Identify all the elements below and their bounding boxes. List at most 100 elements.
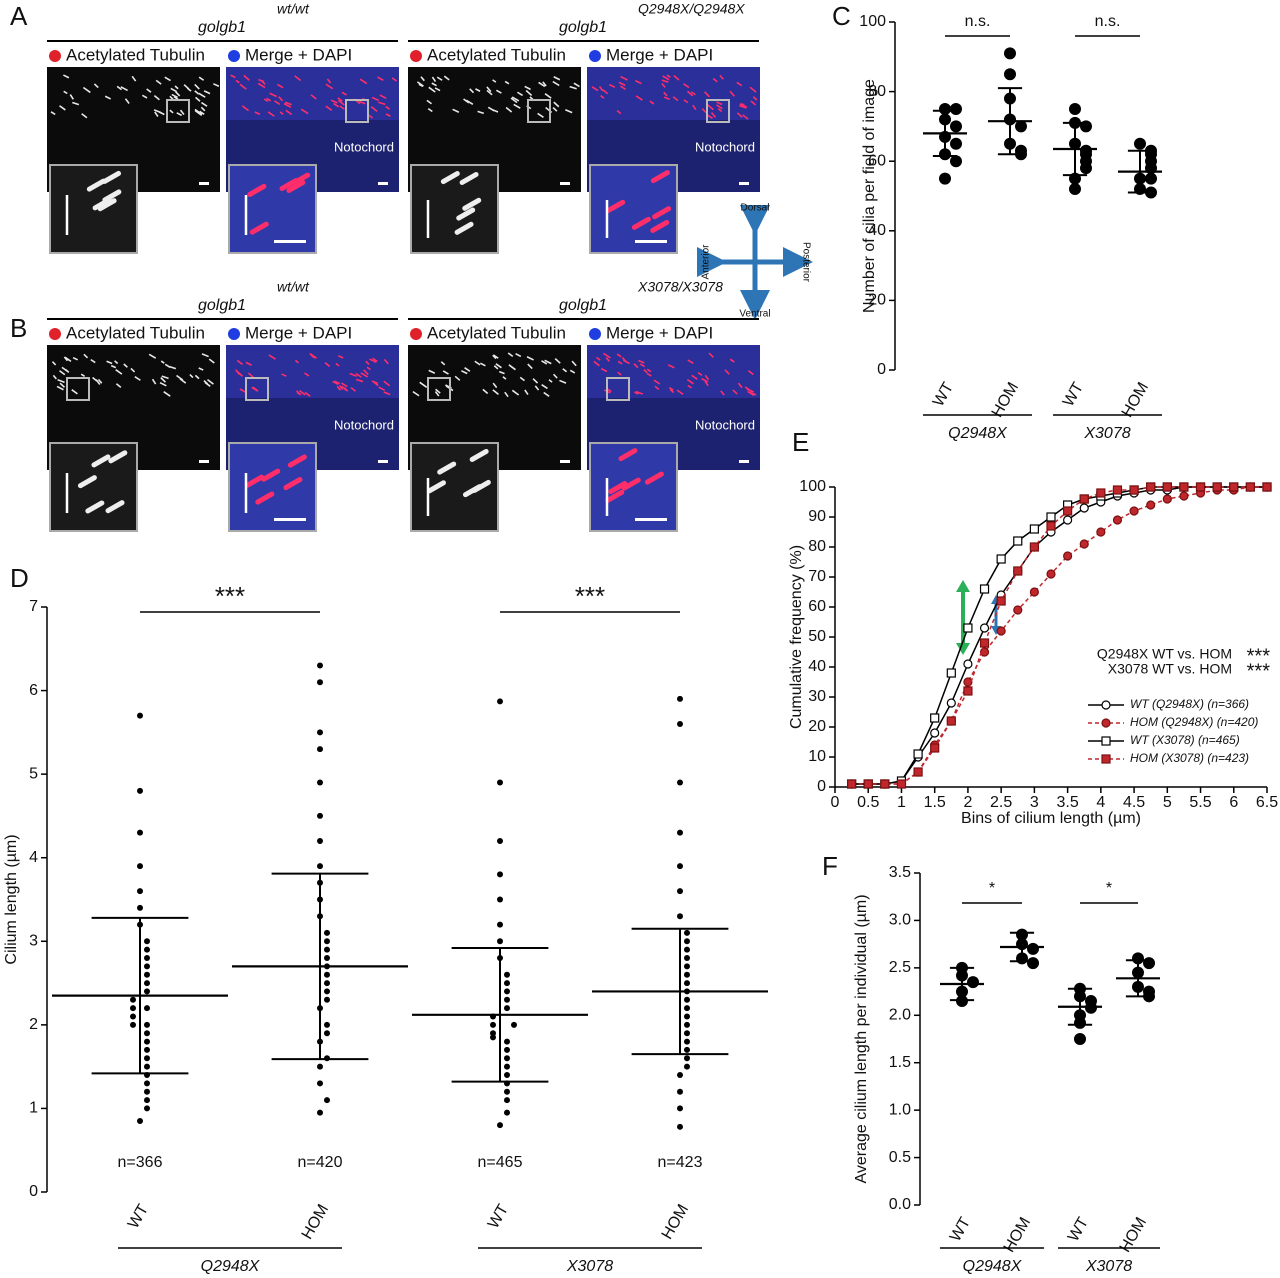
scale-bar <box>199 460 209 463</box>
swarm-dot <box>324 929 330 936</box>
channel-label: Acetylated Tubulin <box>66 45 205 64</box>
swarm-dot <box>144 1038 150 1045</box>
swarm-dot <box>677 1105 683 1112</box>
cilium <box>638 359 645 364</box>
swarm-dot <box>677 779 683 786</box>
line-marker <box>1096 488 1106 498</box>
x-tick-label: WT <box>125 1201 152 1231</box>
channel-dot <box>589 50 601 62</box>
swarm-dot <box>144 980 150 987</box>
cilium <box>420 76 425 82</box>
dot <box>1069 183 1081 196</box>
cilium <box>548 379 553 383</box>
cilium <box>732 389 738 395</box>
cilium <box>571 360 577 367</box>
swarm-dot <box>684 946 690 953</box>
inset-cilium <box>608 481 628 495</box>
y-tick-label: 20 <box>808 718 826 735</box>
swarm-dot <box>684 955 690 961</box>
dot <box>967 976 979 989</box>
gene: golgb1 <box>198 297 246 314</box>
cilium <box>749 86 757 93</box>
cilium <box>716 104 723 110</box>
swarm-dot <box>497 838 503 844</box>
legend-marker <box>1101 700 1111 710</box>
x-tick-label: 1 <box>897 794 906 811</box>
gene: golgb1 <box>559 297 607 314</box>
cilium <box>525 89 533 97</box>
swarm-dot <box>504 1097 510 1104</box>
cilium <box>257 82 266 89</box>
line-marker <box>913 749 923 759</box>
y-tick-label: 100 <box>799 478 826 495</box>
inset <box>410 164 499 254</box>
swarm-dot <box>684 971 690 978</box>
swarm-dot <box>137 787 143 794</box>
x-tick-label: 6 <box>1229 794 1238 811</box>
cilium <box>543 391 550 397</box>
cilium <box>537 112 544 118</box>
swarm-dot <box>324 1021 330 1028</box>
cilium <box>201 101 208 107</box>
cilium <box>372 357 378 363</box>
swarm-dot <box>497 871 503 878</box>
legend-marker <box>1101 754 1111 764</box>
swarm-dot <box>677 721 683 727</box>
swarm-dot <box>677 913 683 920</box>
inset-cilium <box>650 219 670 233</box>
y-tick-label: 0 <box>817 778 826 795</box>
cilium <box>97 378 103 384</box>
channel-label: Merge + DAPI <box>606 323 713 342</box>
scale-bar <box>378 182 388 185</box>
gene: golgb1 <box>559 19 607 36</box>
cilium <box>82 86 91 94</box>
cilium <box>419 381 428 388</box>
significance: n.s. <box>1095 13 1121 30</box>
cilium <box>236 359 244 366</box>
swarm-dot <box>684 1038 690 1045</box>
group-label: Q2948X <box>201 1258 261 1275</box>
compass <box>697 205 813 320</box>
inset-cilium <box>456 207 476 221</box>
cilium <box>294 75 302 82</box>
cilium <box>176 374 184 381</box>
cilium <box>553 101 560 108</box>
cilium <box>426 99 432 105</box>
channel-label: Merge + DAPI <box>245 45 352 64</box>
swarm-dot <box>137 712 143 719</box>
group-label: Q2948X <box>948 425 1008 442</box>
cilium <box>504 80 510 85</box>
x-tick-label: WT <box>485 1201 512 1231</box>
cilium <box>298 389 306 396</box>
roi-box <box>66 377 90 401</box>
inset-cilium <box>287 454 307 468</box>
swarm-dot <box>504 996 510 1003</box>
channel-dot <box>410 50 422 62</box>
x-tick-label: 2 <box>963 794 972 811</box>
cilium <box>747 369 754 376</box>
channel-dot <box>410 328 422 340</box>
y-tick-label: 60 <box>808 598 826 615</box>
cilium <box>391 77 398 82</box>
inset-cilium <box>437 461 457 475</box>
cilium <box>153 109 162 114</box>
cilium <box>673 74 680 81</box>
swarm-dot <box>504 1055 510 1062</box>
cilium <box>359 78 368 85</box>
cilium <box>90 358 96 364</box>
swarm-dot <box>324 946 330 953</box>
cilium <box>704 374 710 381</box>
cilium <box>553 76 561 81</box>
swarm-dot <box>504 1109 510 1116</box>
scale-bar <box>378 460 388 463</box>
cilium <box>532 378 539 384</box>
y-tick-label: 0 <box>877 361 886 378</box>
roi-box <box>427 377 451 401</box>
cilium <box>80 373 86 377</box>
channel-label: Merge + DAPI <box>245 323 352 342</box>
swarm-dot <box>684 1005 690 1012</box>
group-label: X3078 <box>1083 425 1130 442</box>
y-tick-label: 3.0 <box>889 912 911 929</box>
cilium <box>635 390 644 395</box>
cilium <box>369 358 377 364</box>
